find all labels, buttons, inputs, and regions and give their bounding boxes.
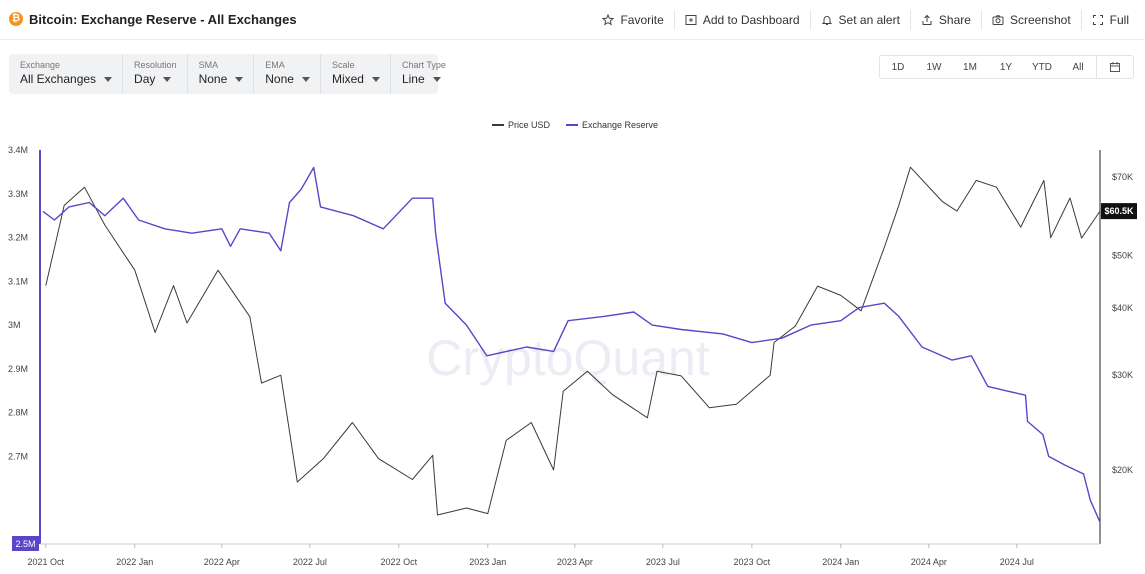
y-right-tick-label: $30K [1112,370,1133,380]
legend-swatch-price [492,124,504,126]
watermark: CryptoQuant [426,330,710,386]
share-button[interactable]: Share [909,10,981,30]
dashboard-add-icon [685,15,697,25]
screenshot-button[interactable]: Screenshot [980,10,1081,30]
y-right-tick-label: $20K [1112,465,1133,475]
add-to-dashboard-button[interactable]: Add to Dashboard [673,10,810,30]
set-alert-button[interactable]: Set an alert [809,10,910,30]
chart-legend: Price USD Exchange Reserve [492,120,674,130]
fullscreen-button[interactable]: Full [1080,10,1139,30]
favorite-label: Favorite [620,13,664,27]
chart-filters: Exchange All Exchanges Resolution Day SM… [9,54,446,94]
fullscreen-label: Full [1109,13,1129,27]
range-1y-button[interactable]: 1Y [999,61,1013,73]
chevron-down-icon [235,76,244,82]
resolution-select[interactable]: Resolution Day [122,54,187,94]
chart-header: ₿ Bitcoin: Exchange Reserve - All Exchan… [0,0,1145,40]
chevron-down-icon [301,76,310,82]
date-picker-button[interactable] [1096,56,1132,78]
ema-select-label: EMA [265,60,285,70]
chevron-down-icon [371,76,380,82]
exchange-select-value: All Exchanges [20,72,97,86]
set-alert-label: Set an alert [838,13,900,27]
legend-item-reserve[interactable]: Exchange Reserve [566,120,658,130]
bitcoin-logo-icon: ₿ [9,12,23,26]
favorite-button[interactable]: Favorite [592,10,673,30]
exchange-select[interactable]: Exchange All Exchanges [9,54,122,94]
series-line-price [45,166,1101,516]
x-tick-label: 2022 Oct [381,557,418,567]
header-actions: Favorite Add to Dashboard Set an alert S… [592,0,1139,40]
time-range-selector: 1D 1W 1M 1Y YTD All [879,55,1134,79]
y-left-tick-label: 3.1M [8,276,28,286]
y-right-tick-label: $70K [1112,172,1133,182]
range-1w-button[interactable]: 1W [926,61,942,73]
ema-select[interactable]: EMA None [253,54,320,94]
sma-select-value: None [198,72,228,86]
x-tick-label: 2022 Apr [204,557,240,567]
right-last-value-label: $60.5K [1104,206,1134,216]
chevron-down-icon [104,76,113,82]
y-left-tick-label: 2.9M [8,364,28,374]
x-tick-label: 2021 Oct [28,557,65,567]
calendar-icon [1109,62,1120,72]
left-last-value-label: 2.5M [15,539,35,549]
left-last-value-badge [12,536,39,551]
chevron-down-icon [432,76,441,82]
range-1d-button[interactable]: 1D [891,61,905,73]
fullscreen-icon [1092,15,1103,25]
share-label: Share [938,13,971,27]
star-icon [602,14,615,26]
sma-select-label: SMA [198,60,219,70]
y-right-tick-label: $50K [1112,251,1133,261]
y-left-tick-label: 2.8M [8,408,28,418]
chart-type-select-label: Chart Type [401,60,446,70]
sma-select[interactable]: SMA None [186,54,254,94]
camera-icon [992,15,1004,25]
ema-select-value: None [265,72,294,86]
x-tick-label: 2023 Jan [469,557,506,567]
range-1m-button[interactable]: 1M [963,61,977,73]
x-tick-label: 2023 Jul [646,557,680,567]
scale-select[interactable]: Scale Mixed [319,54,390,94]
range-ytd-button[interactable]: YTD [1032,61,1052,73]
page-title: Bitcoin: Exchange Reserve - All Exchange… [29,12,297,27]
resolution-select-label: Resolution [134,60,177,70]
legend-label-price: Price USD [508,120,551,130]
scale-select-value: Mixed [331,72,364,86]
legend-swatch-reserve [566,124,579,126]
y-left-tick-label: 3.3M [8,189,28,199]
chevron-down-icon [163,76,172,82]
right-last-value-badge [1101,203,1137,220]
x-tick-label: 2023 Apr [557,557,593,567]
scale-select-label: Scale [331,60,355,70]
legend-label-reserve: Exchange Reserve [582,120,659,130]
x-tick-label: 2022 Jul [293,557,327,567]
resolution-select-value: Day [134,72,156,86]
chart-type-select-value: Line [401,72,425,86]
y-right-tick-label: $40K [1112,303,1133,313]
bell-icon [821,16,832,25]
x-tick-label: 2022 Jan [116,557,153,567]
y-left-tick-label: 3.4M [8,145,28,155]
x-tick-label: 2024 Jul [1000,557,1034,567]
chart-type-select[interactable]: Chart Type Line [389,54,456,94]
x-tick-label: 2023 Oct [734,557,771,567]
add-to-dashboard-label: Add to Dashboard [702,13,800,27]
range-all-button[interactable]: All [1072,61,1084,73]
series-line-exchange-reserve [42,166,1101,523]
legend-item-price[interactable]: Price USD [492,120,550,130]
share-icon [922,14,932,25]
screenshot-label: Screenshot [1009,13,1071,27]
exchange-select-label: Exchange [20,60,61,70]
y-left-tick-label: 3M [8,320,21,330]
x-tick-label: 2024 Jan [822,557,859,567]
x-tick-label: 2024 Apr [911,557,947,567]
y-left-tick-label: 3.2M [8,233,28,243]
y-left-tick-label: 2.7M [8,451,28,461]
